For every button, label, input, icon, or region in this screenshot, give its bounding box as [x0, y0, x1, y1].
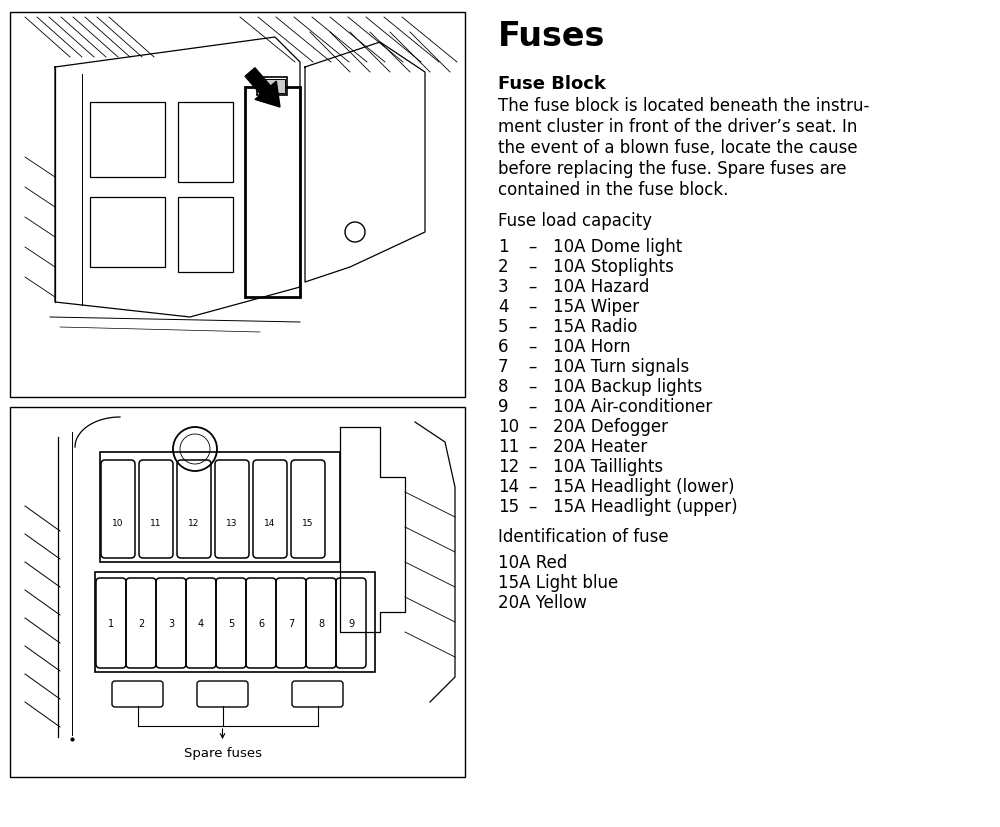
Text: 8: 8	[318, 619, 324, 629]
Text: 10: 10	[112, 519, 124, 528]
Text: –: –	[528, 457, 536, 476]
Text: 15A Headlight (upper): 15A Headlight (upper)	[553, 497, 738, 515]
Bar	[257, 78, 287, 96]
Text: 15: 15	[498, 497, 519, 515]
Text: –: –	[528, 437, 536, 456]
Text: 15A Light blue: 15A Light blue	[498, 573, 618, 591]
Text: Identification of fuse: Identification of fuse	[498, 528, 669, 545]
Text: 10A Taillights: 10A Taillights	[553, 457, 663, 476]
Text: 9: 9	[348, 619, 354, 629]
Text: 8: 8	[498, 378, 509, 395]
Text: –: –	[528, 497, 536, 515]
Bar	[178, 198, 233, 273]
Text: 12: 12	[498, 457, 519, 476]
Text: 6: 6	[498, 337, 509, 356]
Text: 2: 2	[138, 619, 144, 629]
Text: 10: 10	[498, 418, 519, 436]
Text: 10A Hazard: 10A Hazard	[553, 278, 649, 295]
Text: –: –	[528, 477, 536, 495]
Text: before replacing the fuse. Spare fuses are: before replacing the fuse. Spare fuses a…	[498, 160, 846, 178]
Text: Fuses: Fuses	[498, 20, 605, 53]
Text: 15A Wiper: 15A Wiper	[553, 298, 639, 316]
Text: 20A Heater: 20A Heater	[553, 437, 647, 456]
Bar	[245, 88, 300, 298]
Text: 15A Radio: 15A Radio	[553, 318, 637, 336]
Text: contained in the fuse block.: contained in the fuse block.	[498, 181, 728, 198]
Text: 3: 3	[498, 278, 509, 295]
Text: the event of a blown fuse, locate the cause: the event of a blown fuse, locate the ca…	[498, 139, 858, 157]
Text: –: –	[528, 237, 536, 256]
Text: 10A Backup lights: 10A Backup lights	[553, 378, 702, 395]
Text: 11: 11	[150, 519, 162, 528]
Text: 10A Dome light: 10A Dome light	[553, 237, 682, 256]
Text: 20A Defogger: 20A Defogger	[553, 418, 668, 436]
Text: 4: 4	[198, 619, 204, 629]
Text: 6: 6	[258, 619, 264, 629]
Text: 1: 1	[108, 619, 114, 629]
Text: Spare fuses: Spare fuses	[184, 746, 262, 759]
Text: 2: 2	[498, 258, 509, 275]
FancyArrow shape	[245, 69, 280, 108]
Text: –: –	[528, 418, 536, 436]
Text: 15: 15	[302, 519, 314, 528]
Text: 12: 12	[188, 519, 200, 528]
Text: –: –	[528, 278, 536, 295]
Text: 10A Turn signals: 10A Turn signals	[553, 357, 689, 375]
Text: 10A Red: 10A Red	[498, 553, 567, 571]
Text: ment cluster in front of the driver’s seat. In: ment cluster in front of the driver’s se…	[498, 118, 857, 136]
Text: The fuse block is located beneath the instru-: The fuse block is located beneath the in…	[498, 97, 869, 115]
Text: 10A Air-conditioner: 10A Air-conditioner	[553, 398, 712, 415]
Text: 10A Stoplights: 10A Stoplights	[553, 258, 674, 275]
Text: –: –	[528, 337, 536, 356]
Text: 14: 14	[498, 477, 519, 495]
Bar	[259, 80, 285, 94]
Text: 5: 5	[228, 619, 234, 629]
Text: 15A Headlight (lower): 15A Headlight (lower)	[553, 477, 734, 495]
Bar	[10, 408, 465, 777]
Text: 3: 3	[168, 619, 174, 629]
Bar	[90, 198, 165, 268]
Text: –: –	[528, 398, 536, 415]
Bar	[95, 572, 375, 672]
Text: 7: 7	[288, 619, 294, 629]
Text: 20A Yellow: 20A Yellow	[498, 593, 587, 611]
Text: 1: 1	[498, 237, 509, 256]
Text: –: –	[528, 318, 536, 336]
Bar	[90, 103, 165, 178]
Bar	[178, 103, 233, 183]
Text: –: –	[528, 378, 536, 395]
Text: 14: 14	[264, 519, 276, 528]
Text: 5: 5	[498, 318, 509, 336]
Text: 9: 9	[498, 398, 509, 415]
Text: 11: 11	[498, 437, 519, 456]
Bar	[10, 13, 465, 398]
Text: –: –	[528, 298, 536, 316]
Text: –: –	[528, 357, 536, 375]
Bar	[100, 452, 340, 562]
Text: Fuse Block: Fuse Block	[498, 75, 606, 93]
Text: 13: 13	[226, 519, 238, 528]
Text: –: –	[528, 258, 536, 275]
Text: 7: 7	[498, 357, 509, 375]
Text: Fuse load capacity: Fuse load capacity	[498, 212, 652, 230]
Text: 10A Horn: 10A Horn	[553, 337, 631, 356]
Text: 4: 4	[498, 298, 509, 316]
